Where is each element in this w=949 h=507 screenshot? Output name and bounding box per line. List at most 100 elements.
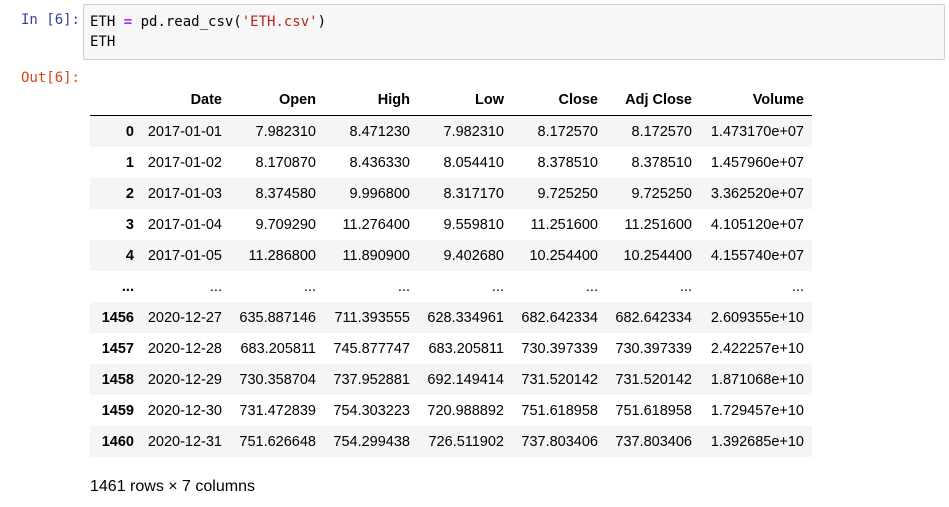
table-cell: 2020-12-30 [147, 402, 222, 419]
table-cell: 11.251600 [530, 216, 598, 233]
table-cell: 9.559810 [443, 216, 504, 233]
table-cell: 628.334961 [427, 309, 504, 326]
table-cell: 2.609355e+10 [710, 309, 804, 326]
code-close-paren: ) [317, 14, 327, 30]
table-cell: 2017-01-01 [147, 123, 222, 140]
table-cell: 731.472839 [239, 402, 316, 419]
table-cell: 720.988892 [427, 402, 504, 419]
table-cell: 2017-01-02 [147, 154, 222, 171]
table-cell: ... [791, 278, 804, 295]
column-header: Open [222, 84, 316, 116]
table-cell: 8.172570 [537, 123, 598, 140]
table-cell: 2020-12-28 [147, 340, 222, 357]
table-cell: 726.511902 [428, 433, 504, 450]
table-cell: 8.436330 [349, 154, 410, 171]
row-index: 1459 [101, 402, 134, 419]
code-call: pd.read_csv( [132, 14, 242, 30]
table-cell: 2020-12-31 [147, 433, 222, 450]
table-cell: ... [679, 278, 692, 295]
table-cell: 1.729457e+10 [710, 402, 804, 419]
table-cell: 737.803406 [615, 433, 692, 450]
table-cell: 8.378510 [631, 154, 692, 171]
table-row: 3 2017-01-04 9.709290 11.276400 9.559810 11.2… [90, 209, 812, 240]
table-cell: 731.520142 [615, 371, 692, 388]
table-cell: 2017-01-05 [147, 247, 222, 264]
input-prompt: In [6]: [20, 12, 80, 28]
row-index: 1457 [101, 340, 134, 357]
table-cell: 731.520142 [521, 371, 598, 388]
dataframe-table: Date Open High Low Close Adj Close Volume 0 201… [90, 84, 812, 457]
row-index: 4 [125, 247, 134, 264]
table-cell: ... [585, 278, 598, 295]
table-cell: 8.471230 [349, 123, 410, 140]
table-cell: 10.254400 [623, 247, 692, 264]
table-cell: 2020-12-27 [147, 309, 222, 326]
table-header-row: Date Open High Low Close Adj Close Volume [90, 84, 812, 116]
table-row: 1457 2020-12-28 683.205811 745.877747 683.20… [90, 333, 812, 364]
table-cell: 751.618958 [521, 402, 598, 419]
table-cell: 7.982310 [443, 123, 504, 140]
output-area: Date Open High Low Close Adj Close Volume 0 201… [90, 84, 812, 457]
table-cell: 635.887146 [239, 309, 316, 326]
column-header: Date [142, 84, 222, 116]
output-prompt: Out[6]: [20, 70, 80, 86]
table-cell: 745.877747 [333, 340, 410, 357]
table-cell: 8.374580 [255, 185, 316, 202]
table-cell: 1.871068e+10 [710, 371, 804, 388]
table-cell: 3.362520e+07 [710, 185, 804, 202]
row-index: 2 [125, 185, 134, 202]
table-cell: 730.397339 [521, 340, 598, 357]
index-header [90, 84, 142, 116]
table-cell: 682.642334 [521, 309, 598, 326]
table-cell: 711.393555 [334, 309, 410, 326]
table-cell: 8.170870 [255, 154, 316, 171]
code-string: 'ETH.csv' [241, 14, 318, 30]
table-cell: 9.725250 [537, 185, 598, 202]
table-cell: 11.890900 [342, 247, 410, 264]
table-cell: 1.457960e+07 [710, 154, 804, 171]
row-index: 3 [125, 216, 134, 233]
table-cell: 8.172570 [631, 123, 692, 140]
table-cell: ... [491, 278, 504, 295]
code-var: ETH [90, 14, 124, 30]
table-cell: 754.303223 [333, 402, 410, 419]
table-body: 0 2017-01-01 7.982310 8.471230 7.982310 8.172… [90, 115, 812, 457]
row-index: ... [121, 278, 134, 295]
table-cell: 751.626648 [239, 433, 316, 450]
table-cell: 11.276400 [342, 216, 410, 233]
table-cell: 751.618958 [615, 402, 692, 419]
table-cell: 1.392685e+10 [710, 433, 804, 450]
table-row: 1459 2020-12-30 731.472839 754.303223 720.98… [90, 395, 812, 426]
code-cell-editor[interactable]: ETH = pd.read_csv('ETH.csv') ETH [83, 4, 945, 60]
table-cell: 683.205811 [240, 340, 316, 357]
dataframe-shape: 1461 rows × 7 columns [90, 478, 255, 495]
table-cell: ... [303, 278, 316, 295]
table-cell: 692.149414 [427, 371, 504, 388]
table-row: 0 2017-01-01 7.982310 8.471230 7.982310 8.172… [90, 115, 812, 147]
column-header: High [316, 84, 410, 116]
table-cell: 4.155740e+07 [710, 247, 804, 264]
table-cell: 8.378510 [537, 154, 598, 171]
table-row: 2 2017-01-03 8.374580 9.996800 8.317170 9.725… [90, 178, 812, 209]
column-header: Close [504, 84, 598, 116]
table-cell: 1.473170e+07 [710, 123, 804, 140]
table-cell: 737.952881 [333, 371, 410, 388]
table-cell: 683.205811 [428, 340, 504, 357]
table-cell: 754.299438 [333, 433, 410, 450]
column-header: Low [410, 84, 504, 116]
code-operator: = [123, 14, 133, 30]
table-cell: 11.251600 [624, 216, 692, 233]
row-index: 1460 [101, 433, 134, 450]
column-header: Adj Close [598, 84, 692, 116]
table-cell: 8.054410 [443, 154, 504, 171]
table-cell: 10.254400 [529, 247, 598, 264]
table-cell: 9.402680 [443, 247, 504, 264]
table-cell: 9.725250 [631, 185, 692, 202]
row-index: 1458 [101, 371, 134, 388]
table-cell: 730.358704 [239, 371, 316, 388]
table-cell: 7.982310 [255, 123, 316, 140]
table-cell: 8.317170 [443, 185, 504, 202]
table-cell: 2.422257e+10 [710, 340, 804, 357]
table-row: 4 2017-01-05 11.286800 11.890900 9.402680 10.… [90, 240, 812, 271]
row-index: 1456 [101, 309, 134, 326]
